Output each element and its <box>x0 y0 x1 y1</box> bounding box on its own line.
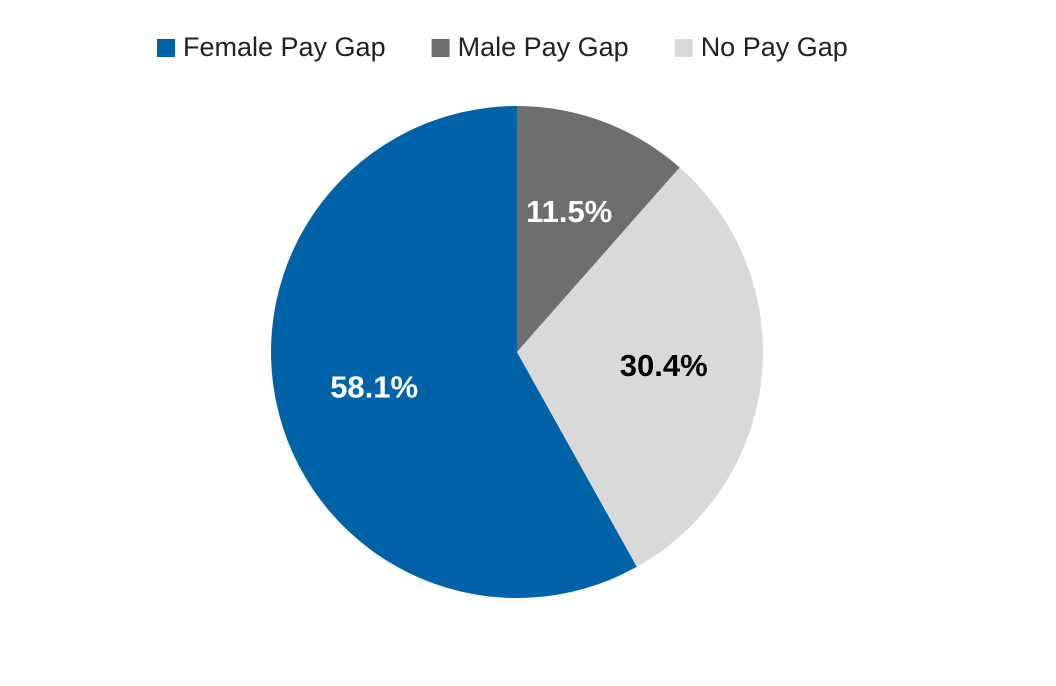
slice-label: 58.1% <box>330 369 418 404</box>
pie-slice <box>517 167 763 567</box>
legend-swatch <box>157 39 175 57</box>
legend-label: Female Pay Gap <box>183 32 386 62</box>
legend-label: Male Pay Gap <box>458 32 629 62</box>
slice-label: 11.5% <box>526 194 612 229</box>
slice-label: 30.4% <box>620 348 708 383</box>
legend-label: No Pay Gap <box>701 32 848 62</box>
pie-slice <box>517 106 680 352</box>
legend-swatch <box>431 39 450 57</box>
pie-slice <box>271 106 637 598</box>
legend-swatch <box>674 39 693 57</box>
